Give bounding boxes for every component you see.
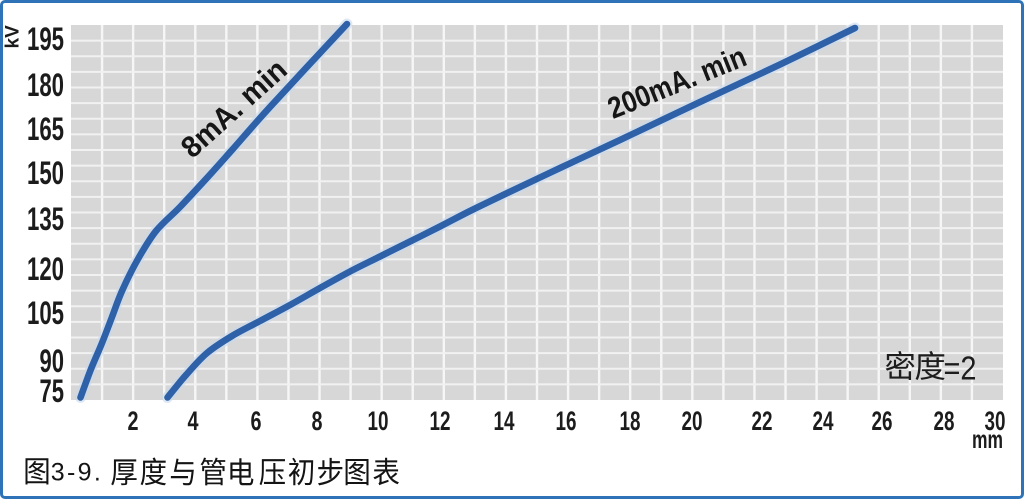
svg-text:18: 18 — [620, 406, 641, 436]
svg-text:195: 195 — [27, 21, 64, 57]
svg-text:90: 90 — [40, 343, 65, 379]
svg-text:24: 24 — [813, 406, 834, 436]
svg-text:mm: mm — [972, 426, 1003, 454]
svg-text:4: 4 — [188, 406, 199, 436]
svg-text:kV: kV — [3, 25, 24, 49]
svg-text:10: 10 — [368, 406, 389, 436]
svg-text:14: 14 — [494, 406, 515, 436]
svg-text:16: 16 — [556, 406, 577, 436]
svg-text:26: 26 — [872, 406, 893, 436]
svg-text:20: 20 — [682, 406, 703, 436]
svg-text:12: 12 — [430, 406, 451, 436]
svg-text:75: 75 — [40, 373, 65, 409]
svg-text:150: 150 — [27, 155, 64, 191]
svg-text:180: 180 — [27, 67, 64, 103]
svg-text:135: 135 — [27, 201, 64, 237]
svg-text:22: 22 — [752, 406, 773, 436]
svg-text:6: 6 — [251, 406, 262, 436]
svg-text:28: 28 — [934, 406, 955, 436]
svg-text:=2: =2 — [944, 350, 977, 387]
svg-text:120: 120 — [27, 251, 64, 287]
svg-text:30: 30 — [985, 406, 1006, 436]
svg-text:165: 165 — [27, 111, 64, 147]
svg-text:8: 8 — [312, 406, 323, 436]
svg-text:105: 105 — [27, 295, 64, 331]
svg-text:2: 2 — [128, 406, 139, 436]
